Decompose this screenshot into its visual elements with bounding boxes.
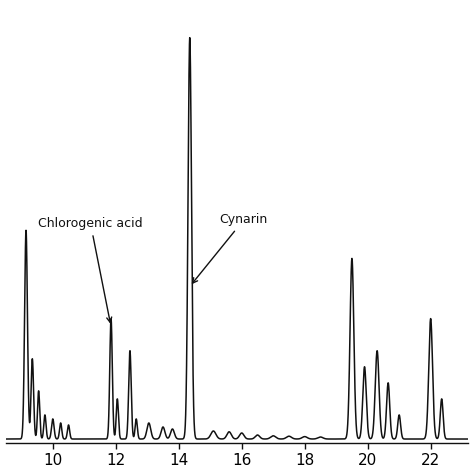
Text: Chlorogenic acid: Chlorogenic acid [38, 217, 143, 322]
Text: Cynarin: Cynarin [192, 213, 268, 283]
